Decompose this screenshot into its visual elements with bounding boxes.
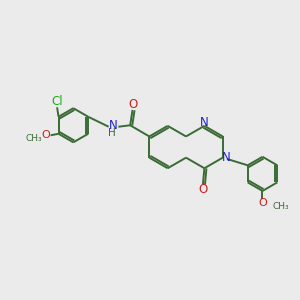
- Text: O: O: [258, 198, 267, 208]
- Text: N: N: [222, 151, 231, 164]
- Text: O: O: [42, 130, 51, 140]
- Text: O: O: [128, 98, 137, 111]
- Text: Cl: Cl: [51, 95, 63, 108]
- Text: H: H: [108, 128, 116, 138]
- Text: CH₃: CH₃: [273, 202, 290, 211]
- Text: CH₃: CH₃: [26, 134, 42, 143]
- Text: N: N: [109, 119, 118, 132]
- Text: N: N: [200, 116, 209, 129]
- Text: O: O: [198, 183, 208, 196]
